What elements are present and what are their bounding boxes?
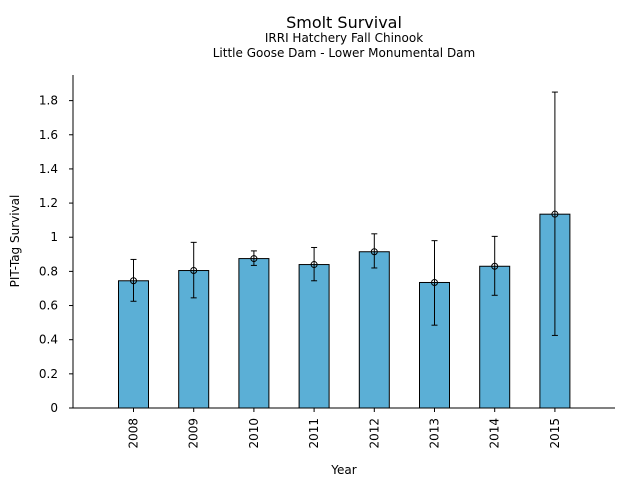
error-bars-group xyxy=(130,91,558,336)
x-tick-label-2015: 2015 xyxy=(548,418,562,449)
markers-group xyxy=(130,210,559,286)
x-ticks-group: 2008 2009 2010 2011 2012 2013 2014 2015 xyxy=(127,408,562,449)
chart-subtitle-2: Little Goose Dam - Lower Monumental Dam xyxy=(213,46,475,60)
point-marker-2013 xyxy=(431,278,438,286)
x-tick-label-2011: 2011 xyxy=(307,418,321,449)
point-marker-2010 xyxy=(250,255,258,263)
x-tick-label-2010: 2010 xyxy=(247,418,261,449)
chart-title: Smolt Survival xyxy=(286,13,402,32)
bar-2010 xyxy=(238,258,270,409)
y-tick-label-7: 1.4 xyxy=(39,162,58,176)
point-marker-2014 xyxy=(491,262,499,270)
x-axis-label: Year xyxy=(330,463,356,477)
point-marker-2012 xyxy=(370,248,378,256)
x-tick-label-2008: 2008 xyxy=(127,418,141,449)
y-tick-label-5: 1 xyxy=(50,230,58,244)
bars-group xyxy=(118,213,571,409)
y-tick-label-4: 0.8 xyxy=(39,264,58,278)
bar-2014 xyxy=(479,265,511,409)
y-tick-label-8: 1.6 xyxy=(39,128,58,142)
y-tick-label-2: 0.4 xyxy=(39,333,58,347)
point-marker-2009 xyxy=(190,267,198,275)
point-marker-2008 xyxy=(130,277,137,285)
point-marker-2015 xyxy=(551,210,559,218)
y-tick-label-0: 0 xyxy=(50,401,58,415)
x-tick-label-2013: 2013 xyxy=(428,418,442,449)
x-tick-label-2012: 2012 xyxy=(367,418,381,449)
y-axis-label: PIT-Tag Survival xyxy=(8,195,22,288)
y-tick-label-6: 1.2 xyxy=(39,196,58,210)
bar-2012 xyxy=(358,251,390,409)
point-marker-2011 xyxy=(310,261,318,269)
y-tick-label-1: 0.2 xyxy=(39,367,58,381)
bar-2011 xyxy=(298,264,330,409)
x-tick-label-2009: 2009 xyxy=(187,418,201,449)
y-tick-label-9: 1.8 xyxy=(39,94,58,108)
bar-2008 xyxy=(118,280,149,409)
x-tick-label-2014: 2014 xyxy=(488,418,502,449)
y-ticks-group: 0 0.2 0.4 0.6 0.8 1 1.2 1.4 1.6 1.8 xyxy=(39,94,73,415)
chart-subtitle-1: IRRI Hatchery Fall Chinook xyxy=(265,31,423,45)
y-tick-label-3: 0.6 xyxy=(39,299,58,313)
